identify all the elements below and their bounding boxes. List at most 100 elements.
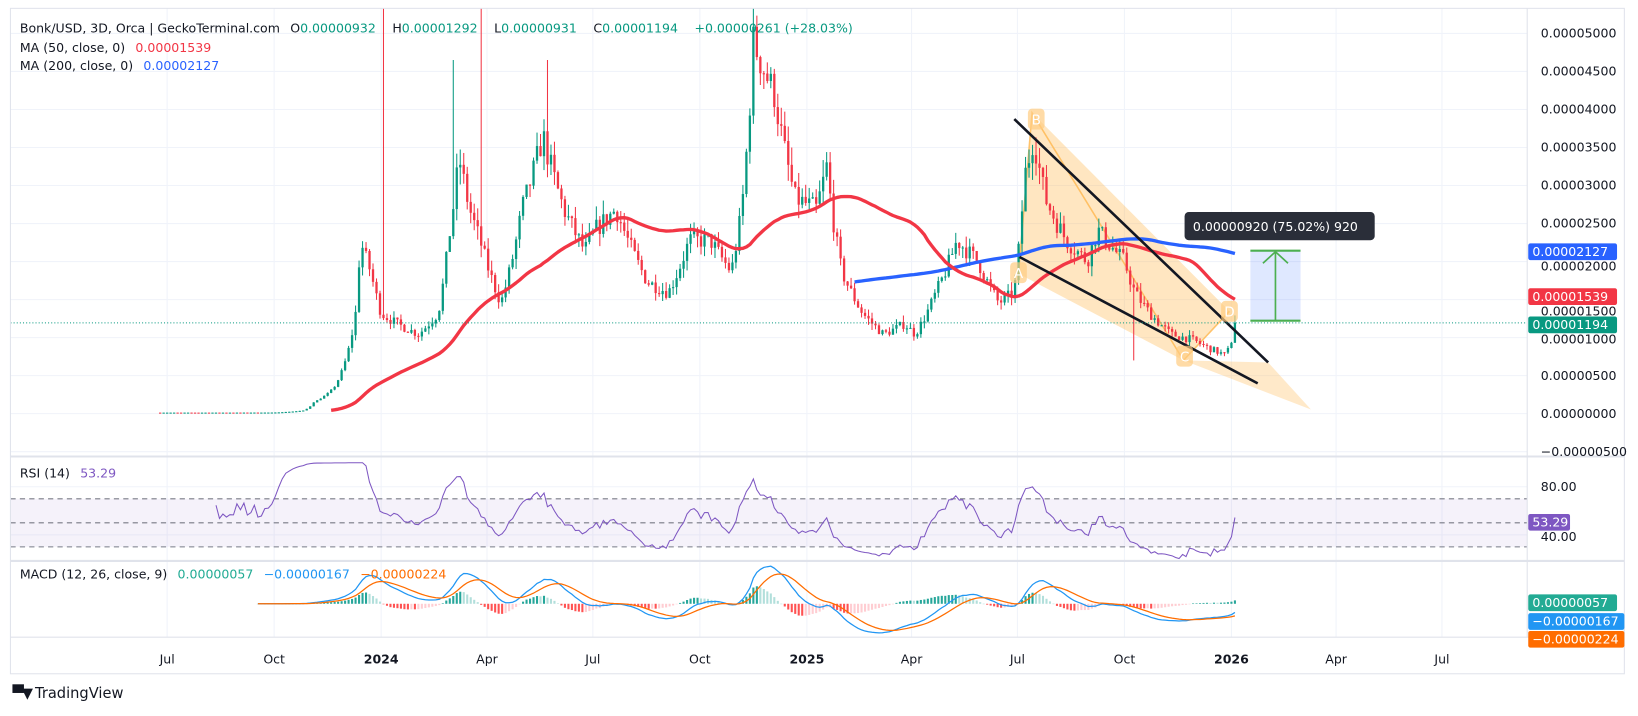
candle-body xyxy=(724,257,727,263)
macd-histogram-bar xyxy=(993,603,996,607)
candle-body xyxy=(1073,253,1076,255)
high-label: H xyxy=(392,20,402,36)
macd-histogram-bar xyxy=(546,597,549,604)
symbol-legend: Bonk/USD, 3D, Orca | GeckoTerminal.com O… xyxy=(20,20,859,37)
candle-body xyxy=(1209,345,1212,353)
price-pane[interactable]: A B C D 0.00000920 (75.02%) 920 xyxy=(10,8,1528,414)
candle-body xyxy=(1045,176,1048,205)
ma50-legend[interactable]: MA (50, close, 0) 0.00001539 xyxy=(20,40,218,57)
ma200-legend[interactable]: MA (200, close, 0) 0.00002127 xyxy=(20,57,226,74)
macd-histogram-bar xyxy=(1034,593,1038,604)
candle-body xyxy=(385,318,389,320)
macd-histogram-bar xyxy=(1024,596,1027,604)
macd-histogram-bar xyxy=(686,600,689,604)
candle-body xyxy=(986,279,989,281)
macd-histogram-bar xyxy=(815,603,818,614)
candle-body xyxy=(801,196,804,205)
candle-body xyxy=(574,218,577,236)
candle-body xyxy=(961,247,964,249)
candle-body xyxy=(856,301,860,308)
price-axis[interactable]: 0.00005000 0.00004500 0.00004000 0.00003500… xyxy=(1541,26,1627,459)
candle-body xyxy=(710,234,713,248)
macd-histogram-bar xyxy=(954,594,957,604)
macd-histogram-bar xyxy=(403,603,406,610)
macd-histogram-bar xyxy=(975,600,978,604)
candle-body xyxy=(528,184,532,186)
candle-body xyxy=(678,268,682,279)
candle-body xyxy=(197,412,200,414)
macd-legend[interactable]: MACD (12, 26, close, 9) 0.00000057 −0.00… xyxy=(20,566,453,583)
macd-histogram-tag: 0.00000057 xyxy=(1532,595,1608,610)
macd-histogram-bar xyxy=(766,591,769,604)
macd-histogram-bar xyxy=(515,603,518,607)
time-axis[interactable]: Jul Oct 2024 Apr Jul Oct 2025 Apr Jul Oct 2026 Apr J… xyxy=(159,651,1450,666)
candle-body xyxy=(232,412,235,414)
macd-histogram-bar xyxy=(508,603,511,612)
symbol-title[interactable]: Bonk/USD, 3D, Orca | GeckoTerminal.com xyxy=(19,20,280,36)
macd-histogram-bar xyxy=(857,603,860,614)
macd-histogram-bar xyxy=(1059,603,1062,607)
candle-body xyxy=(835,232,839,237)
tradingview-logo[interactable]: ▀▼ TradingView xyxy=(13,685,124,702)
rsi-label: RSI (14) xyxy=(19,465,70,481)
candle-body xyxy=(270,412,273,414)
macd-histogram-bar xyxy=(1188,603,1191,605)
rsi-value-tag-bg xyxy=(1528,513,1571,531)
macd-histogram-bar xyxy=(504,603,507,614)
candle-body xyxy=(438,310,441,321)
candle-body xyxy=(877,325,881,335)
macd-histogram-bar xyxy=(542,595,546,604)
candle-body xyxy=(675,278,678,288)
pattern-label-box xyxy=(1176,345,1193,367)
candle-body xyxy=(420,331,424,337)
candle-body xyxy=(253,412,256,414)
macd-histogram-bar xyxy=(1192,603,1195,605)
macd-histogram-bar xyxy=(462,592,465,604)
macd-histogram-bar xyxy=(368,593,371,604)
candle-body xyxy=(1108,246,1111,250)
candle-body xyxy=(1150,307,1153,320)
candle-body xyxy=(500,297,504,303)
ma50-price-tag: 0.00001539 xyxy=(1532,289,1608,304)
low-label: L xyxy=(494,20,502,36)
macd-histogram-bar xyxy=(769,593,772,604)
candle-body xyxy=(1122,249,1125,253)
candle-body xyxy=(699,236,703,247)
macd-histogram-bar xyxy=(661,603,664,608)
macd-histogram-bar xyxy=(1066,603,1069,610)
macd-histogram-bar xyxy=(469,597,472,604)
macd-histogram-bar xyxy=(361,592,364,604)
macd-histogram-bar xyxy=(431,603,434,607)
macd-histogram-bar xyxy=(1076,603,1079,611)
candle-body xyxy=(933,292,936,299)
ma200-label: MA (200, close, 0) xyxy=(19,58,134,74)
candle-body xyxy=(860,307,863,313)
macd-label: MACD (12, 26, close, 9) xyxy=(19,567,168,582)
candle-body xyxy=(1223,352,1226,354)
change-value: +0.00000261 (+28.03%) xyxy=(694,20,853,36)
candle-body xyxy=(926,309,929,322)
wedge-upper-trendline[interactable] xyxy=(1013,118,1270,364)
candle-body xyxy=(689,234,692,244)
candle-body xyxy=(1006,290,1010,295)
measure-tool[interactable]: 0.00000920 (75.02%) 920 xyxy=(1184,212,1375,322)
macd-histogram-bar xyxy=(1202,602,1205,604)
macd-histogram-bar xyxy=(333,602,336,604)
candle-body xyxy=(979,260,982,274)
candle-body xyxy=(1052,210,1055,219)
candle-body xyxy=(1076,251,1080,255)
candle-body xyxy=(1132,284,1135,288)
macd-histogram-bar xyxy=(1143,603,1146,609)
macd-histogram-bar xyxy=(399,603,402,609)
macd-histogram-bar xyxy=(909,600,912,604)
macd-histogram-bar xyxy=(741,599,744,604)
macd-histogram-bar xyxy=(689,598,692,604)
time-axis-label: 2025 xyxy=(789,651,824,666)
candle-body xyxy=(1034,155,1038,164)
wedge-lower-trendline[interactable] xyxy=(1018,255,1259,385)
rsi-legend[interactable]: RSI (14) 53.29 xyxy=(20,465,123,482)
candle-body xyxy=(1003,294,1006,303)
macd-histogram-bar xyxy=(877,603,881,609)
macd-histogram-bar xyxy=(912,600,915,604)
